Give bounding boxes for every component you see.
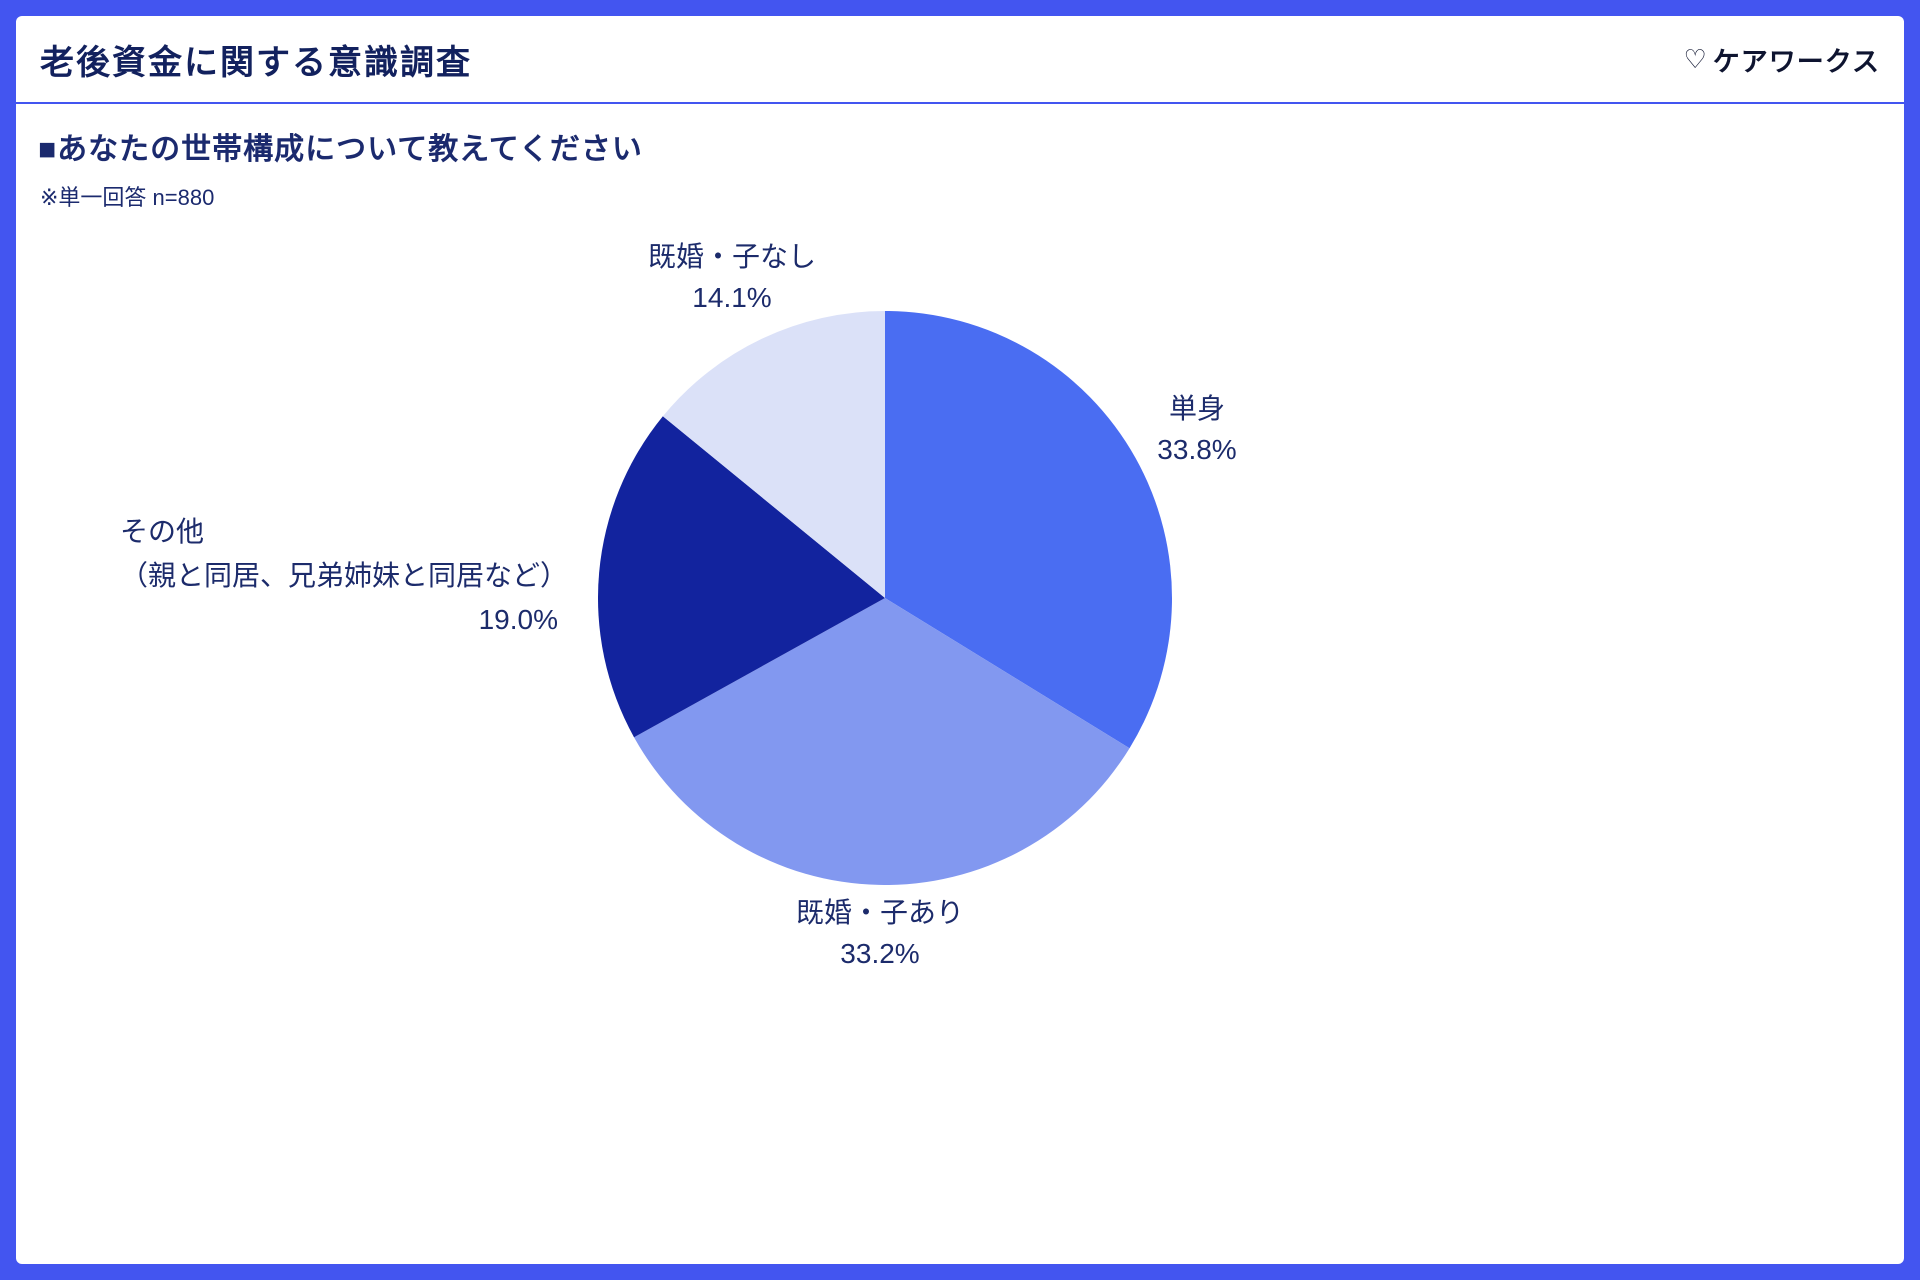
question-heading: ■あなたの世帯構成について教えてください: [38, 133, 643, 166]
heart-icon: ♡: [1683, 43, 1708, 74]
slice-percent: 33.2%: [840, 938, 920, 969]
pie-slice-0: [885, 311, 1172, 749]
slice-label: 既婚・子あり: [795, 897, 964, 928]
slice-percent: 19.0%: [478, 604, 558, 635]
survey-note: ※単一回答 n=880: [40, 185, 215, 210]
pie-slice-1: [634, 598, 1130, 885]
content-panel: 老後資金に関する意識調査 ♡ ケアワークス ■あなたの世帯構成について教えてくだ…: [16, 16, 1904, 1264]
brand-name: ケアワークス: [1712, 46, 1880, 77]
slice-label: その他: [120, 516, 205, 547]
slice-percent: 33.8%: [1157, 434, 1237, 465]
slice-label-detail: （親と同居、兄弟姉妹と同居など）: [120, 560, 569, 591]
pie-slice-3: [662, 311, 885, 598]
slice-label: 既婚・子なし: [647, 241, 816, 272]
slice-percent: 14.1%: [692, 282, 772, 313]
page-title: 老後資金に関する意識調査: [40, 43, 472, 82]
slice-label: 単身: [1168, 393, 1225, 424]
label-single: 単身 33.8%: [1112, 388, 1282, 470]
pie-slice-2: [598, 416, 885, 738]
header: 老後資金に関する意識調査 ♡ ケアワークス: [16, 16, 1904, 104]
label-married-with-children: 既婚・子あり 33.2%: [756, 892, 1004, 974]
brand-logo: ♡ ケアワークス: [1683, 40, 1880, 79]
label-other: その他 （親と同居、兄弟姉妹と同居など） 19.0%: [120, 510, 569, 642]
label-married-no-children: 既婚・子なし 14.1%: [610, 236, 854, 318]
pie-chart: [598, 311, 1172, 885]
